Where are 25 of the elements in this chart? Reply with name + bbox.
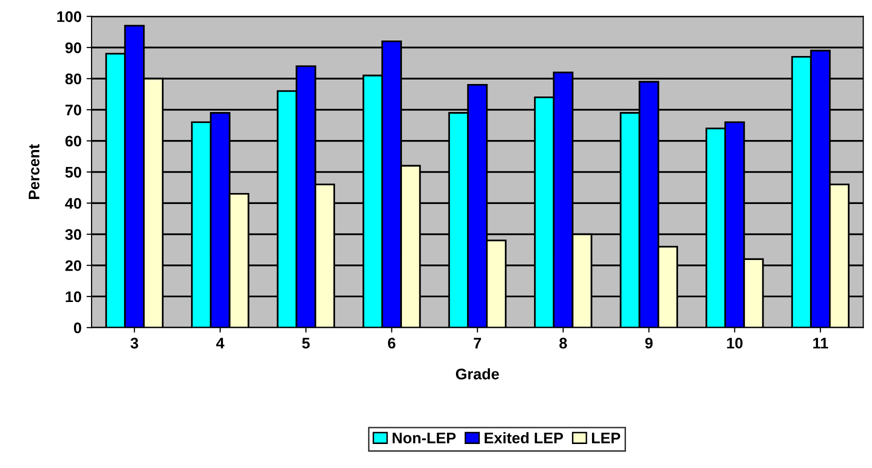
legend-label: Exited LEP [484, 432, 563, 444]
x-tick-label: 4 [216, 338, 224, 348]
x-axis-title: Grade [456, 368, 499, 380]
x-tick-label: 3 [130, 338, 138, 349]
y-tick-label: 80 [65, 73, 82, 84]
y-tick-label: 0 [74, 322, 82, 334]
y-tick-label: 30 [65, 229, 82, 240]
y-axis-title: Percent [28, 144, 40, 199]
legend-label: LEP [592, 432, 620, 444]
x-tick-label: 5 [302, 338, 310, 349]
y-tick-label: 40 [65, 198, 82, 209]
legend-label: Non-LEP [392, 432, 456, 444]
x-tick-label: 9 [645, 338, 653, 349]
y-tick-label: 20 [65, 260, 82, 272]
y-tick-label: 10 [66, 291, 82, 302]
y-tick-label: 50 [65, 166, 82, 178]
x-tick-label: 8 [559, 338, 567, 349]
x-tick-label: 6 [388, 338, 396, 349]
y-tick-label: 60 [65, 136, 82, 147]
y-tick-label: 70 [66, 104, 82, 116]
y-tick-label: 90 [65, 42, 82, 54]
x-tick-label: 10 [727, 338, 743, 349]
x-tick-label: 11 [813, 338, 828, 348]
x-tick-label: 7 [474, 338, 481, 348]
y-tick-label: 100 [57, 11, 82, 22]
